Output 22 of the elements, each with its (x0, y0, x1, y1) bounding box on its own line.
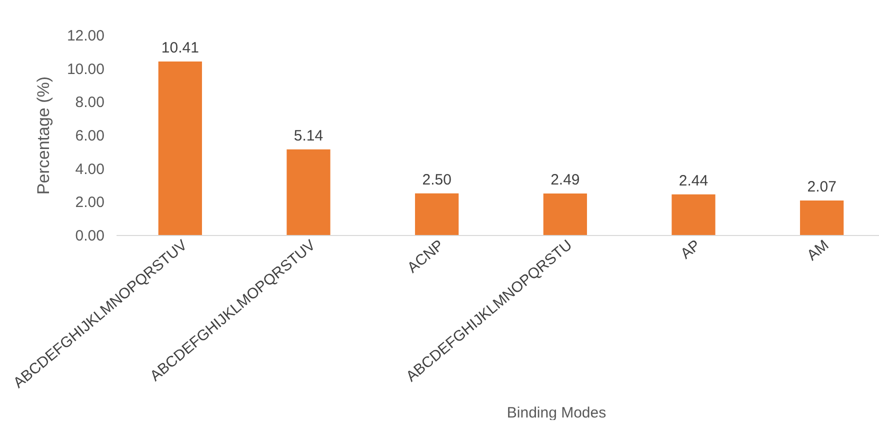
bar (415, 193, 459, 235)
bar (672, 194, 716, 235)
y-axis-title: Percentage (%) (34, 76, 53, 195)
y-tick-label: 2.00 (75, 194, 104, 212)
y-tick-label: 0.00 (75, 228, 104, 244)
bar (800, 200, 844, 235)
data-label: 2.44 (678, 172, 708, 190)
x-tick-label: AP (678, 236, 704, 263)
data-label: 5.14 (294, 127, 324, 144)
data-label: 2.49 (550, 172, 580, 188)
bar (543, 194, 587, 235)
bar (158, 62, 202, 235)
y-tick-label: 6.00 (75, 128, 104, 144)
x-tick-label: AM (804, 236, 832, 264)
y-tick-label: 12.00 (66, 28, 104, 44)
y-tick-label: 4.00 (75, 160, 104, 178)
bar (286, 149, 330, 235)
y-tick-label: 8.00 (75, 94, 104, 112)
data-label: 10.41 (161, 40, 199, 56)
data-label: 2.50 (422, 171, 452, 188)
data-label: 2.07 (807, 178, 836, 196)
y-tick-label: 10.00 (66, 60, 104, 78)
